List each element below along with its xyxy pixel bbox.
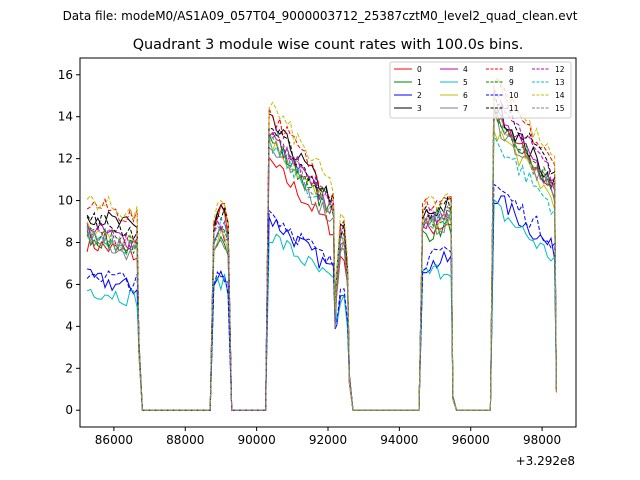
series-line-5	[86, 198, 557, 411]
y-tick-label: 10	[58, 194, 73, 208]
legend-label-4: 4	[463, 65, 468, 74]
y-tick-label: 4	[65, 319, 73, 333]
legend-label-6: 6	[463, 91, 468, 100]
y-tick-label: 12	[58, 152, 73, 166]
legend-label-8: 8	[509, 65, 514, 74]
chart-title: Quadrant 3 module wise count rates with …	[133, 37, 524, 53]
x-tick-label: 94000	[380, 433, 418, 447]
legend-label-2: 2	[417, 91, 422, 100]
x-tick-label: 90000	[238, 433, 276, 447]
legend-label-15: 15	[555, 104, 565, 113]
x-tick-label: 86000	[95, 433, 133, 447]
legend-label-12: 12	[555, 65, 565, 74]
legend-label-14: 14	[555, 91, 565, 100]
x-tick-label: 96000	[452, 433, 490, 447]
x-offset-label: +3.292e8	[516, 454, 575, 468]
legend-label-1: 1	[417, 78, 422, 87]
legend-box	[389, 61, 572, 119]
legend-label-5: 5	[463, 78, 468, 87]
legend-label-9: 9	[509, 78, 514, 87]
y-tick-label: 16	[58, 68, 73, 82]
y-tick-label: 14	[58, 110, 73, 124]
series-line-10	[86, 183, 557, 411]
series-line-6	[86, 130, 557, 411]
y-axis: 0 2 4 6 8 10 12 14 16	[58, 68, 80, 417]
series-line-2	[87, 195, 557, 411]
x-axis: 86000 88000 90000 92000 94000 96000 98000	[95, 427, 561, 447]
legend-label-13: 13	[555, 78, 565, 87]
y-tick-label: 6	[65, 277, 73, 291]
legend-label-3: 3	[417, 104, 422, 113]
y-tick-label: 8	[65, 236, 73, 250]
series-line-13	[86, 134, 557, 411]
x-tick-label: 92000	[309, 433, 347, 447]
series-line-15	[86, 110, 557, 411]
y-tick-label: 0	[65, 403, 73, 417]
axes-frame	[79, 57, 577, 428]
series-line-0	[86, 108, 557, 411]
legend-label-7: 7	[463, 104, 468, 113]
suptitle: Data file: modeM0/AS1A09_057T04_90000037…	[63, 9, 578, 23]
x-tick-label: 88000	[166, 433, 204, 447]
legend-label-11: 11	[509, 104, 519, 113]
legend-label-0: 0	[417, 65, 422, 74]
legend-label-10: 10	[509, 91, 519, 100]
y-tick-label: 2	[65, 361, 73, 375]
x-tick-label: 98000	[523, 433, 561, 447]
